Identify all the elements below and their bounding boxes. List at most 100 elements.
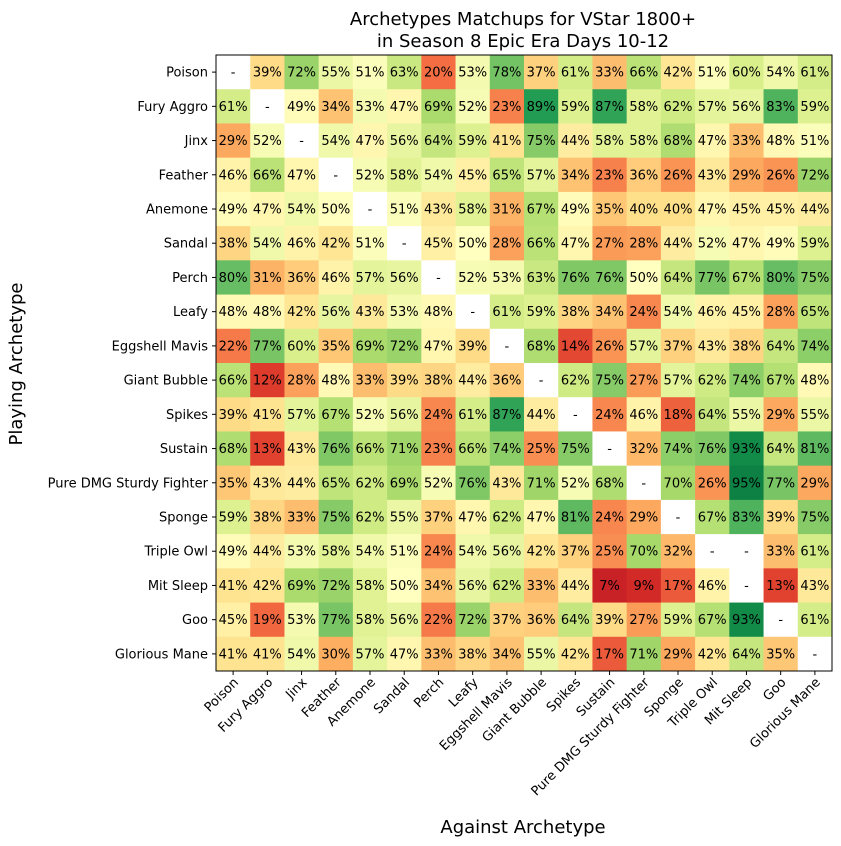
cell-value-label: 56%: [390, 134, 419, 149]
cell-value-label: 59%: [561, 100, 590, 115]
cell-value-label: 71%: [527, 476, 556, 491]
cell-value-label: 18%: [664, 408, 693, 423]
heatmap-cell: [216, 397, 251, 432]
cell-value-label: 78%: [492, 66, 521, 81]
heatmap-cell: [421, 191, 457, 227]
cell-value-label: 56%: [390, 613, 419, 628]
heatmap-cell: [763, 191, 799, 227]
heatmap-cell: [455, 431, 491, 467]
heatmap-cell: [455, 499, 491, 535]
heatmap-cell: [592, 534, 628, 569]
cell-value-label: 61%: [492, 305, 521, 320]
cell-value-label: 59%: [664, 613, 693, 628]
heatmap-cell: [558, 294, 593, 330]
cell-value-label: 58%: [356, 613, 385, 628]
cell-value-label: 42%: [287, 305, 316, 320]
cell-value-label: 27%: [629, 613, 658, 628]
cell-value-label: 54%: [458, 545, 487, 560]
cell-value-label: 62%: [698, 374, 727, 389]
cell-value-label: -: [436, 271, 441, 286]
heatmap-cell: [626, 568, 662, 604]
heatmap-cell: [455, 294, 491, 330]
heatmap-cell: [524, 568, 559, 604]
heatmap-cell: [797, 602, 833, 638]
heatmap-cell: [524, 363, 559, 398]
cell-value-label: 56%: [732, 100, 761, 115]
cell-value-label: 39%: [595, 613, 624, 628]
cell-value-label: 54%: [287, 647, 316, 662]
heatmap-cell: [797, 294, 833, 330]
cell-value-label: 43%: [492, 476, 521, 491]
cell-value-label: 57%: [527, 168, 556, 183]
cell-value-label: 35%: [766, 647, 795, 662]
heatmap-cell: [763, 602, 799, 638]
heatmap-cell: [592, 89, 628, 124]
cell-value-label: 39%: [766, 511, 795, 526]
heatmap-cell: [489, 191, 525, 227]
cell-value-label: 72%: [287, 66, 316, 81]
heatmap-cell: [421, 123, 457, 159]
heatmap-cell: [626, 294, 662, 330]
cell-value-label: 29%: [664, 647, 693, 662]
cell-value-label: 33%: [356, 374, 385, 389]
cell-value-label: 44%: [664, 237, 693, 252]
cell-value-label: 55%: [321, 66, 350, 81]
heatmap-cell: [729, 397, 765, 432]
cell-value-label: 83%: [732, 511, 761, 526]
y-tick-label: Perch: [172, 271, 208, 286]
heatmap-cell: [695, 226, 730, 261]
cell-value-label: 58%: [629, 100, 658, 115]
heatmap-cell: [763, 397, 799, 432]
cell-value-label: -: [813, 647, 818, 662]
cell-value-label: 68%: [527, 339, 556, 354]
cell-value-label: 53%: [287, 613, 316, 628]
heatmap-cell: [797, 431, 833, 467]
heatmap-cell: [352, 534, 388, 569]
cell-value-label: 66%: [629, 66, 658, 81]
heatmap-cell: [318, 465, 354, 501]
heatmap-cell: [660, 568, 696, 604]
cell-value-label: 52%: [356, 408, 385, 423]
y-tick-label: Feather: [159, 168, 209, 183]
cell-value-label: 9%: [633, 579, 654, 594]
heatmap-cell: [318, 534, 354, 569]
cell-value-label: 72%: [321, 579, 350, 594]
heatmap-cell: [387, 328, 422, 364]
heatmap-cell: [763, 465, 799, 501]
cell-value-label: 38%: [561, 305, 590, 320]
cell-value-label: 55%: [732, 408, 761, 423]
cell-value-label: 59%: [458, 134, 487, 149]
heatmap-cell: [284, 568, 320, 604]
heatmap-cell: [660, 260, 696, 296]
heatmap-cell: [216, 328, 251, 364]
heatmap-cell: [318, 499, 354, 535]
cell-value-label: 32%: [629, 442, 658, 457]
cell-value-label: 45%: [458, 168, 487, 183]
cell-value-label: 47%: [253, 203, 282, 218]
heatmap-cell: [421, 499, 457, 535]
cell-value-label: 54%: [321, 134, 350, 149]
heatmap-cell: [592, 636, 628, 672]
heatmap-cell: [250, 294, 285, 330]
heatmap-cell: [250, 534, 285, 569]
chart-title: Archetypes Matchups for VStar 1800+: [350, 9, 696, 30]
cell-value-label: -: [265, 100, 270, 115]
heatmap-cell: [216, 89, 251, 124]
heatmap-cell: [421, 397, 457, 432]
cell-value-label: 72%: [458, 613, 487, 628]
heatmap-cell: [250, 260, 285, 296]
heatmap-cell: [626, 157, 662, 193]
cell-value-label: 22%: [219, 339, 248, 354]
heatmap-cell: [250, 636, 285, 672]
y-tick-label: Spikes: [166, 408, 208, 423]
cell-value-label: 81%: [800, 442, 829, 457]
heatmap-cell: [695, 157, 730, 193]
heatmap-cell: [626, 534, 662, 569]
heatmap-cell: [352, 602, 388, 638]
cell-value-label: 56%: [458, 579, 487, 594]
cell-value-label: 24%: [595, 408, 624, 423]
cell-value-label: 64%: [561, 613, 590, 628]
heatmap-cell: [524, 226, 559, 261]
heatmap-cell: [729, 226, 765, 261]
heatmap-cell: [729, 363, 765, 398]
